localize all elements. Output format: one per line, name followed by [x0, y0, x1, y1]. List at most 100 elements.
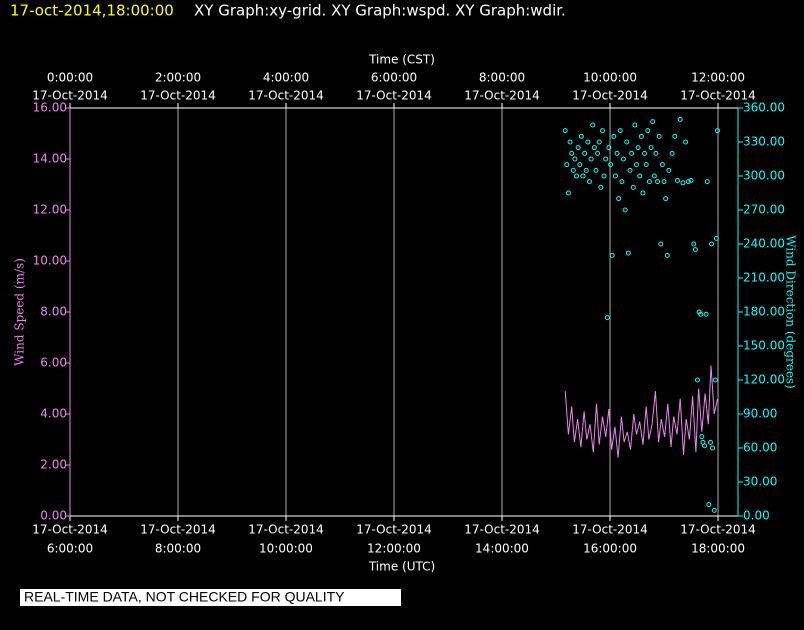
- wind-direction-point: [612, 173, 618, 179]
- wind-direction-point: [564, 162, 570, 168]
- wind-direction-point: [675, 178, 681, 184]
- wind-direction-point: [580, 173, 586, 179]
- y2-axis-label: Wind Direction (degrees): [784, 235, 798, 389]
- wind-direction-point: [688, 178, 694, 184]
- wind-direction-point: [663, 196, 669, 202]
- y2-tick-label: 150.00: [743, 339, 785, 353]
- wind-direction-point: [593, 167, 599, 173]
- wind-direction-point: [586, 179, 592, 185]
- wind-direction-point: [666, 167, 672, 173]
- wind-direction-point: [664, 252, 670, 258]
- wind-direction-point: [706, 502, 712, 508]
- x-tick-date: 17-Oct-2014: [356, 523, 432, 537]
- y-tick-label: 8.00: [40, 305, 67, 319]
- wind-direction-point: [632, 122, 638, 128]
- x2-tick-label: 2:00:00: [155, 71, 201, 85]
- y-tick-label: 0.00: [40, 509, 67, 523]
- footnote: REAL-TIME DATA, NOT CHECKED FOR QUALITY: [24, 589, 345, 605]
- x-tick-label: 6:00:00: [47, 542, 93, 556]
- wind-direction-point: [562, 128, 568, 134]
- x2-tick-date: 17-Oct-2014: [680, 89, 756, 103]
- x-tick-date: 17-Oct-2014: [32, 523, 108, 537]
- y-axis-label: Wind Speed (m/s): [13, 258, 27, 366]
- wind-direction-point: [595, 150, 601, 156]
- y-tick-label: 6.00: [40, 356, 67, 370]
- y2-tick-label: 330.00: [743, 135, 785, 149]
- wind-direction-point: [640, 190, 646, 196]
- wind-direction-point: [624, 139, 630, 145]
- wind-direction-point: [648, 145, 654, 151]
- x-tick-date: 17-Oct-2014: [140, 523, 216, 537]
- wind-direction-point: [599, 128, 605, 134]
- wind-direction-point: [685, 179, 691, 185]
- x2-tick-label: 12:00:00: [691, 71, 745, 85]
- wind-direction-point: [699, 434, 705, 440]
- wind-direction-point: [694, 377, 700, 383]
- x-tick-date: 17-Oct-2014: [248, 523, 324, 537]
- wind-direction-point: [565, 190, 571, 196]
- wind-direction-point: [583, 167, 589, 173]
- wind-direction-point: [658, 241, 664, 247]
- wind-direction-point: [650, 119, 656, 125]
- x-tick-date: 17-Oct-2014: [572, 523, 648, 537]
- wind-direction-point: [653, 150, 659, 156]
- wind-direction-point: [655, 179, 661, 185]
- x-tick-label: 18:00:00: [691, 542, 745, 556]
- wind-direction-point: [637, 173, 643, 179]
- wind-direction-point: [710, 445, 716, 451]
- wind-direction-point: [661, 179, 667, 185]
- wind-direction-point: [646, 179, 652, 185]
- x2-tick-label: 8:00:00: [479, 71, 525, 85]
- wind-direction-point: [692, 247, 698, 253]
- y-tick-label: 10.00: [33, 254, 67, 268]
- wind-direction-point: [683, 139, 689, 145]
- wind-direction-point: [643, 162, 649, 168]
- wind-direction-point: [611, 133, 617, 139]
- wind-direction-point: [713, 235, 719, 241]
- wind-direction-point: [707, 439, 713, 445]
- wind-direction-point: [635, 145, 641, 151]
- wind-direction-point: [604, 315, 610, 321]
- wind-direction-point: [698, 311, 704, 317]
- y-tick-label: 2.00: [40, 458, 67, 472]
- x2-tick-label: 10:00:00: [583, 71, 637, 85]
- x2-tick-label: 0:00:00: [47, 71, 93, 85]
- y2-tick-label: 30.00: [743, 475, 777, 489]
- x-tick-date: 17-Oct-2014: [464, 523, 540, 537]
- y2-tick-label: 240.00: [743, 237, 785, 251]
- wind-direction-point: [672, 133, 678, 139]
- x-tick-label: 10:00:00: [259, 542, 313, 556]
- wind-direction-point: [588, 156, 594, 162]
- wind-direction-point: [603, 156, 609, 162]
- wind-direction-point: [596, 139, 602, 145]
- y2-tick-label: 120.00: [743, 373, 785, 387]
- wind-direction-point: [702, 443, 708, 449]
- wind-direction-point: [712, 377, 718, 383]
- wind-direction-point: [659, 162, 665, 168]
- y2-tick-label: 90.00: [743, 407, 777, 421]
- wind-direction-point: [572, 156, 578, 162]
- wind-direction-point: [617, 128, 623, 134]
- x-tick-label: 12:00:00: [367, 542, 421, 556]
- wind-direction-point: [570, 167, 576, 173]
- y-tick-label: 4.00: [40, 407, 67, 421]
- wind-direction-point: [585, 139, 591, 145]
- title-time: 17-oct-2014,18:00:00: [10, 2, 174, 20]
- x2-tick-date: 17-Oct-2014: [464, 89, 540, 103]
- y-tick-label: 16.00: [33, 101, 67, 115]
- wind-direction-point: [633, 162, 639, 168]
- wind-direction-point: [574, 173, 580, 179]
- wind-direction-point: [578, 133, 584, 139]
- wind-direction-point: [606, 145, 612, 151]
- y2-tick-label: 0.00: [743, 509, 770, 523]
- y2-tick-label: 360.00: [743, 101, 785, 115]
- x2-tick-date: 17-Oct-2014: [572, 89, 648, 103]
- wind-direction-point: [714, 128, 720, 134]
- x2-tick-date: 17-Oct-2014: [32, 89, 108, 103]
- x-axis-label: Time (UTC): [368, 560, 435, 574]
- y2-tick-label: 270.00: [743, 203, 785, 217]
- wind-direction-point: [621, 156, 627, 162]
- wind-direction-point: [619, 179, 625, 185]
- wind-direction-point: [569, 150, 575, 156]
